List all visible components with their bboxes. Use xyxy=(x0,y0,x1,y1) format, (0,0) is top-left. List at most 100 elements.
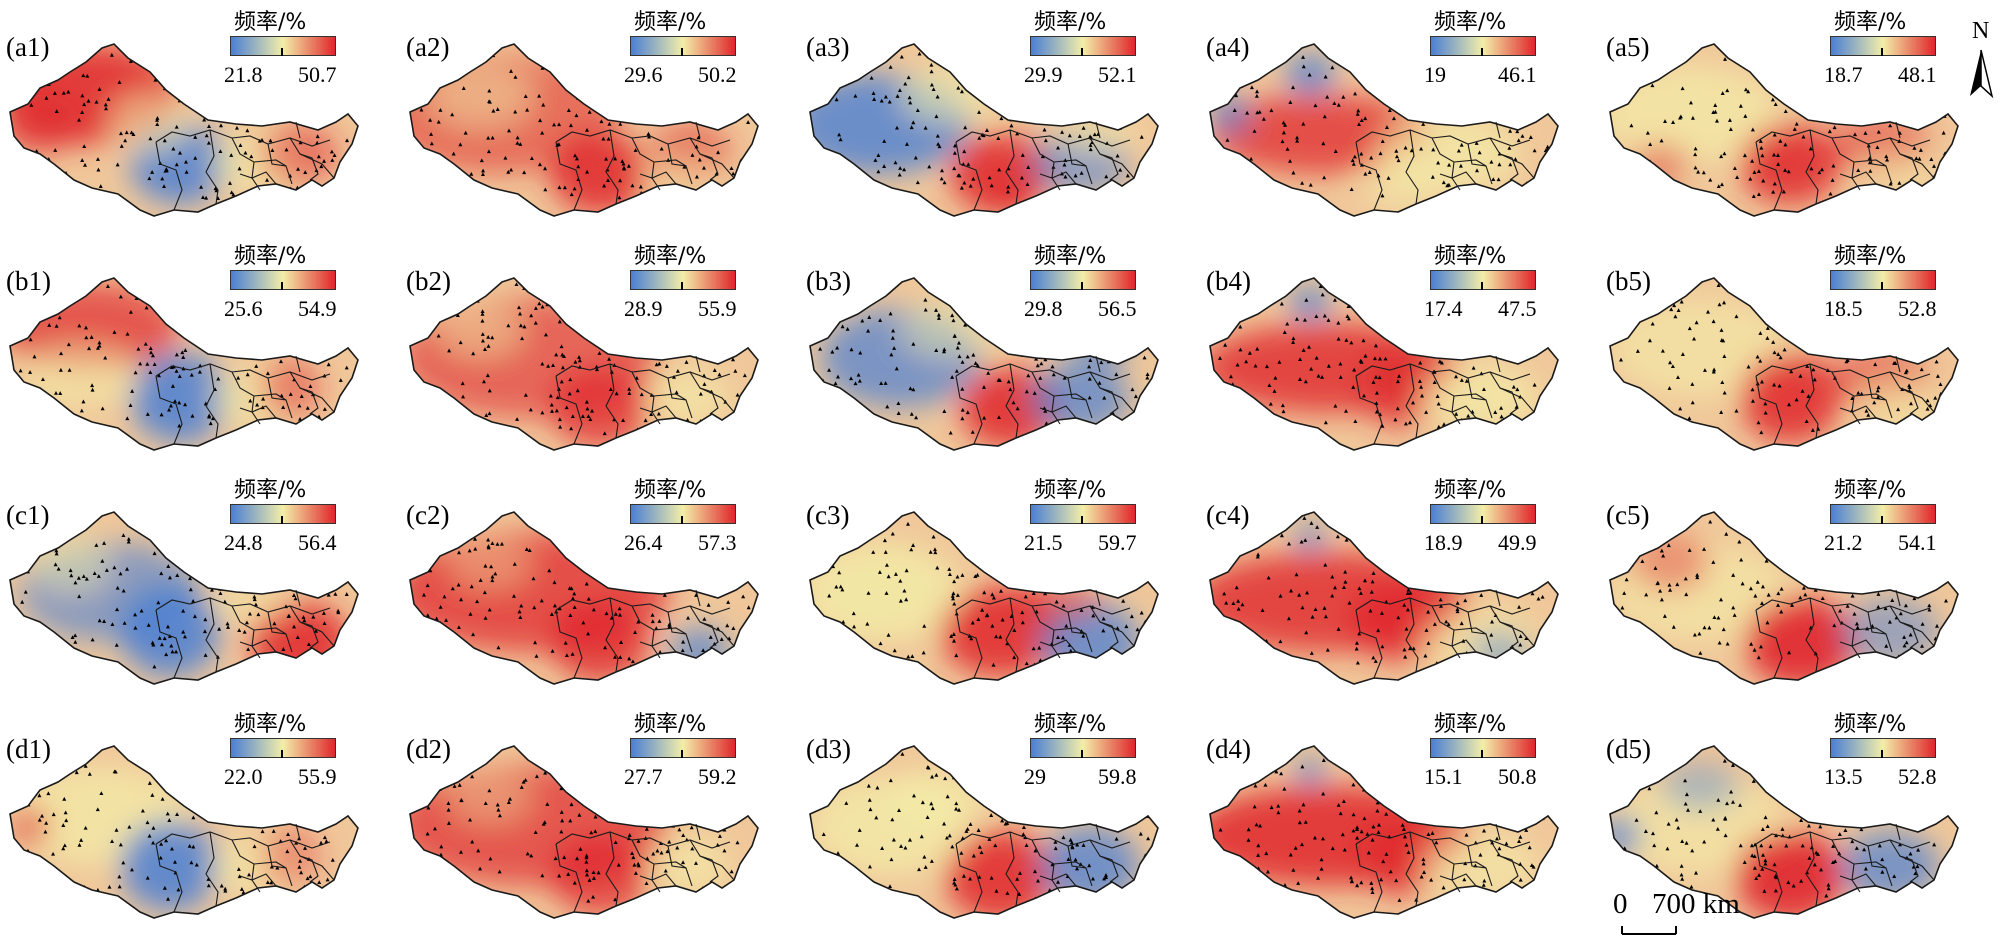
legend-tick xyxy=(681,516,683,524)
panel-label: (a5) xyxy=(1606,32,1650,62)
map-panel-b3: (b3) 频率/% 29.8 56.5 xyxy=(800,234,1200,468)
map-panel-d2: (d2) 频率/% 27.7 59.2 xyxy=(400,702,800,936)
heat-map xyxy=(809,43,1159,217)
heat-map xyxy=(1609,43,1959,217)
legend-min-label: 21.2 xyxy=(1824,530,1863,555)
legend-max-label: 49.9 xyxy=(1498,530,1537,555)
panel-label: (b1) xyxy=(6,266,51,296)
heat-map xyxy=(409,511,759,685)
legend-tick xyxy=(1481,48,1483,56)
panel-label: (a1) xyxy=(6,32,50,62)
legend-colorbar xyxy=(1430,738,1536,758)
heat-map xyxy=(9,511,359,685)
legend-title: 频率/% xyxy=(234,712,307,737)
legend-max-label: 52.1 xyxy=(1098,62,1137,87)
panel-label: (d1) xyxy=(6,734,51,764)
map-panel-d5: (d5) 频率/% 13.5 52.8 xyxy=(1600,702,2000,936)
legend-max-label: 57.3 xyxy=(698,530,737,555)
legend-min-label: 18.7 xyxy=(1824,62,1863,87)
panel-label: (c3) xyxy=(806,500,850,530)
legend-tick xyxy=(1481,750,1483,758)
heat-map xyxy=(1209,511,1559,685)
panel-label: (a2) xyxy=(406,32,450,62)
legend-colorbar xyxy=(230,36,336,56)
legend-colorbar xyxy=(630,504,736,524)
legend-title: 频率/% xyxy=(634,244,707,269)
legend-colorbar xyxy=(630,738,736,758)
heat-map xyxy=(809,277,1159,451)
heat-map xyxy=(9,43,359,217)
panel-label: (c5) xyxy=(1606,500,1650,530)
panel-label: (d3) xyxy=(806,734,851,764)
panel-label: (d4) xyxy=(1206,734,1251,764)
legend-title: 频率/% xyxy=(1034,10,1107,35)
legend-min-label: 18.5 xyxy=(1824,296,1863,321)
legend-title: 频率/% xyxy=(234,10,307,35)
legend-colorbar xyxy=(1030,36,1136,56)
heat-map xyxy=(1609,277,1959,451)
legend-tick xyxy=(1881,282,1883,290)
legend-colorbar xyxy=(230,504,336,524)
legend-tick xyxy=(281,48,283,56)
heat-map xyxy=(409,277,759,451)
map-panel-b2: (b2) 频率/% 28.9 55.9 xyxy=(400,234,800,468)
scale-bar xyxy=(1600,886,1900,936)
legend-colorbar xyxy=(1830,504,1936,524)
legend-max-label: 54.9 xyxy=(298,296,337,321)
legend-tick xyxy=(681,282,683,290)
legend-min-label: 29.8 xyxy=(1024,296,1063,321)
legend-max-label: 46.1 xyxy=(1498,62,1537,87)
legend-min-label: 17.4 xyxy=(1424,296,1463,321)
map-panel-a2: (a2) 频率/% 29.6 50.2 xyxy=(400,0,800,234)
map-panel-b5: (b5) 频率/% 18.5 52.8 xyxy=(1600,234,2000,468)
legend-tick xyxy=(1081,516,1083,524)
scale-distance-label: 700 km xyxy=(1652,888,1740,920)
heat-map xyxy=(9,277,359,451)
legend-colorbar xyxy=(1030,270,1136,290)
legend-title: 频率/% xyxy=(634,10,707,35)
legend-title: 频率/% xyxy=(1034,478,1107,503)
legend-tick xyxy=(281,282,283,290)
legend-min-label: 21.5 xyxy=(1024,530,1063,555)
legend-colorbar xyxy=(630,36,736,56)
legend-min-label: 21.8 xyxy=(224,62,263,87)
north-arrow-icon xyxy=(1964,16,1998,106)
legend-min-label: 24.8 xyxy=(224,530,263,555)
map-panel-b1: (b1) 频率/% 25.6 54.9 xyxy=(0,234,400,468)
heat-map xyxy=(1209,43,1559,217)
legend-title: 频率/% xyxy=(1434,712,1507,737)
legend-tick xyxy=(1881,750,1883,758)
heat-map xyxy=(1609,745,1959,919)
heat-map xyxy=(809,745,1159,919)
legend-max-label: 59.8 xyxy=(1098,764,1137,789)
legend-min-label: 13.5 xyxy=(1824,764,1863,789)
scale-zero-label: 0 xyxy=(1613,888,1628,920)
heat-map xyxy=(9,745,359,919)
legend-title: 频率/% xyxy=(1434,478,1507,503)
heat-map xyxy=(409,43,759,217)
north-label: N xyxy=(1972,18,1990,44)
legend-title: 频率/% xyxy=(634,478,707,503)
panel-label: (c2) xyxy=(406,500,450,530)
legend-title: 频率/% xyxy=(234,478,307,503)
legend-tick xyxy=(1481,516,1483,524)
heat-map xyxy=(1609,511,1959,685)
legend-min-label: 26.4 xyxy=(624,530,663,555)
legend-title: 频率/% xyxy=(1834,244,1907,269)
legend-title: 频率/% xyxy=(1834,478,1907,503)
legend-max-label: 56.5 xyxy=(1098,296,1137,321)
legend-colorbar xyxy=(230,270,336,290)
legend-title: 频率/% xyxy=(1034,244,1107,269)
map-panel-c5: (c5) 频率/% 21.2 54.1 xyxy=(1600,468,2000,702)
legend-max-label: 50.8 xyxy=(1498,764,1537,789)
legend-max-label: 54.1 xyxy=(1898,530,1937,555)
legend-min-label: 27.7 xyxy=(624,764,663,789)
legend-max-label: 52.8 xyxy=(1898,296,1937,321)
legend-min-label: 29.6 xyxy=(624,62,663,87)
legend-title: 频率/% xyxy=(1834,712,1907,737)
legend-max-label: 55.9 xyxy=(698,296,737,321)
legend-colorbar xyxy=(230,738,336,758)
legend-colorbar xyxy=(1430,270,1536,290)
legend-title: 频率/% xyxy=(1434,244,1507,269)
